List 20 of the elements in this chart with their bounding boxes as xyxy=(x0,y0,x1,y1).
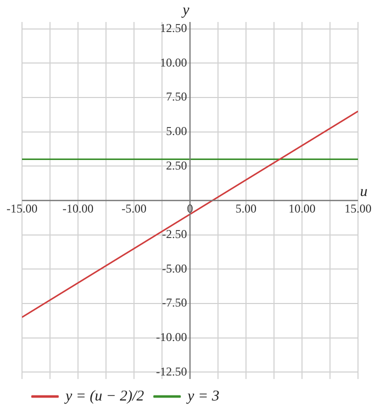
x-tick-label: 10.00 xyxy=(288,202,316,216)
x-tick-label: -15.00 xyxy=(6,202,38,216)
x-axis-title: u xyxy=(360,184,368,200)
x-tick-label: -10.00 xyxy=(62,202,94,216)
y-tick-label: 5.00 xyxy=(163,124,190,138)
legend-label: y = 3 xyxy=(186,388,220,404)
y-tick-label: -12.50 xyxy=(153,364,190,378)
y-tick-label: 10.00 xyxy=(157,55,190,70)
x-tick-label: 15.00 xyxy=(344,202,372,216)
x-tick-label: 5.00 xyxy=(236,202,256,216)
y-tick-label: 7.50 xyxy=(163,90,190,104)
y-tick-label: -2.50 xyxy=(159,226,190,241)
y-tick-label: 2.50 xyxy=(163,158,190,172)
x-tick-label: -5.00 xyxy=(122,202,146,216)
y-tick-label: -5.00 xyxy=(159,261,190,276)
y-tick-label: -7.50 xyxy=(159,296,190,310)
y-tick-label: -10.00 xyxy=(153,330,190,344)
y-axis-title: y xyxy=(180,2,190,18)
legend-label: y = (u − 2)/2 xyxy=(64,388,145,404)
y-tick-label: 12.50 xyxy=(157,21,190,36)
